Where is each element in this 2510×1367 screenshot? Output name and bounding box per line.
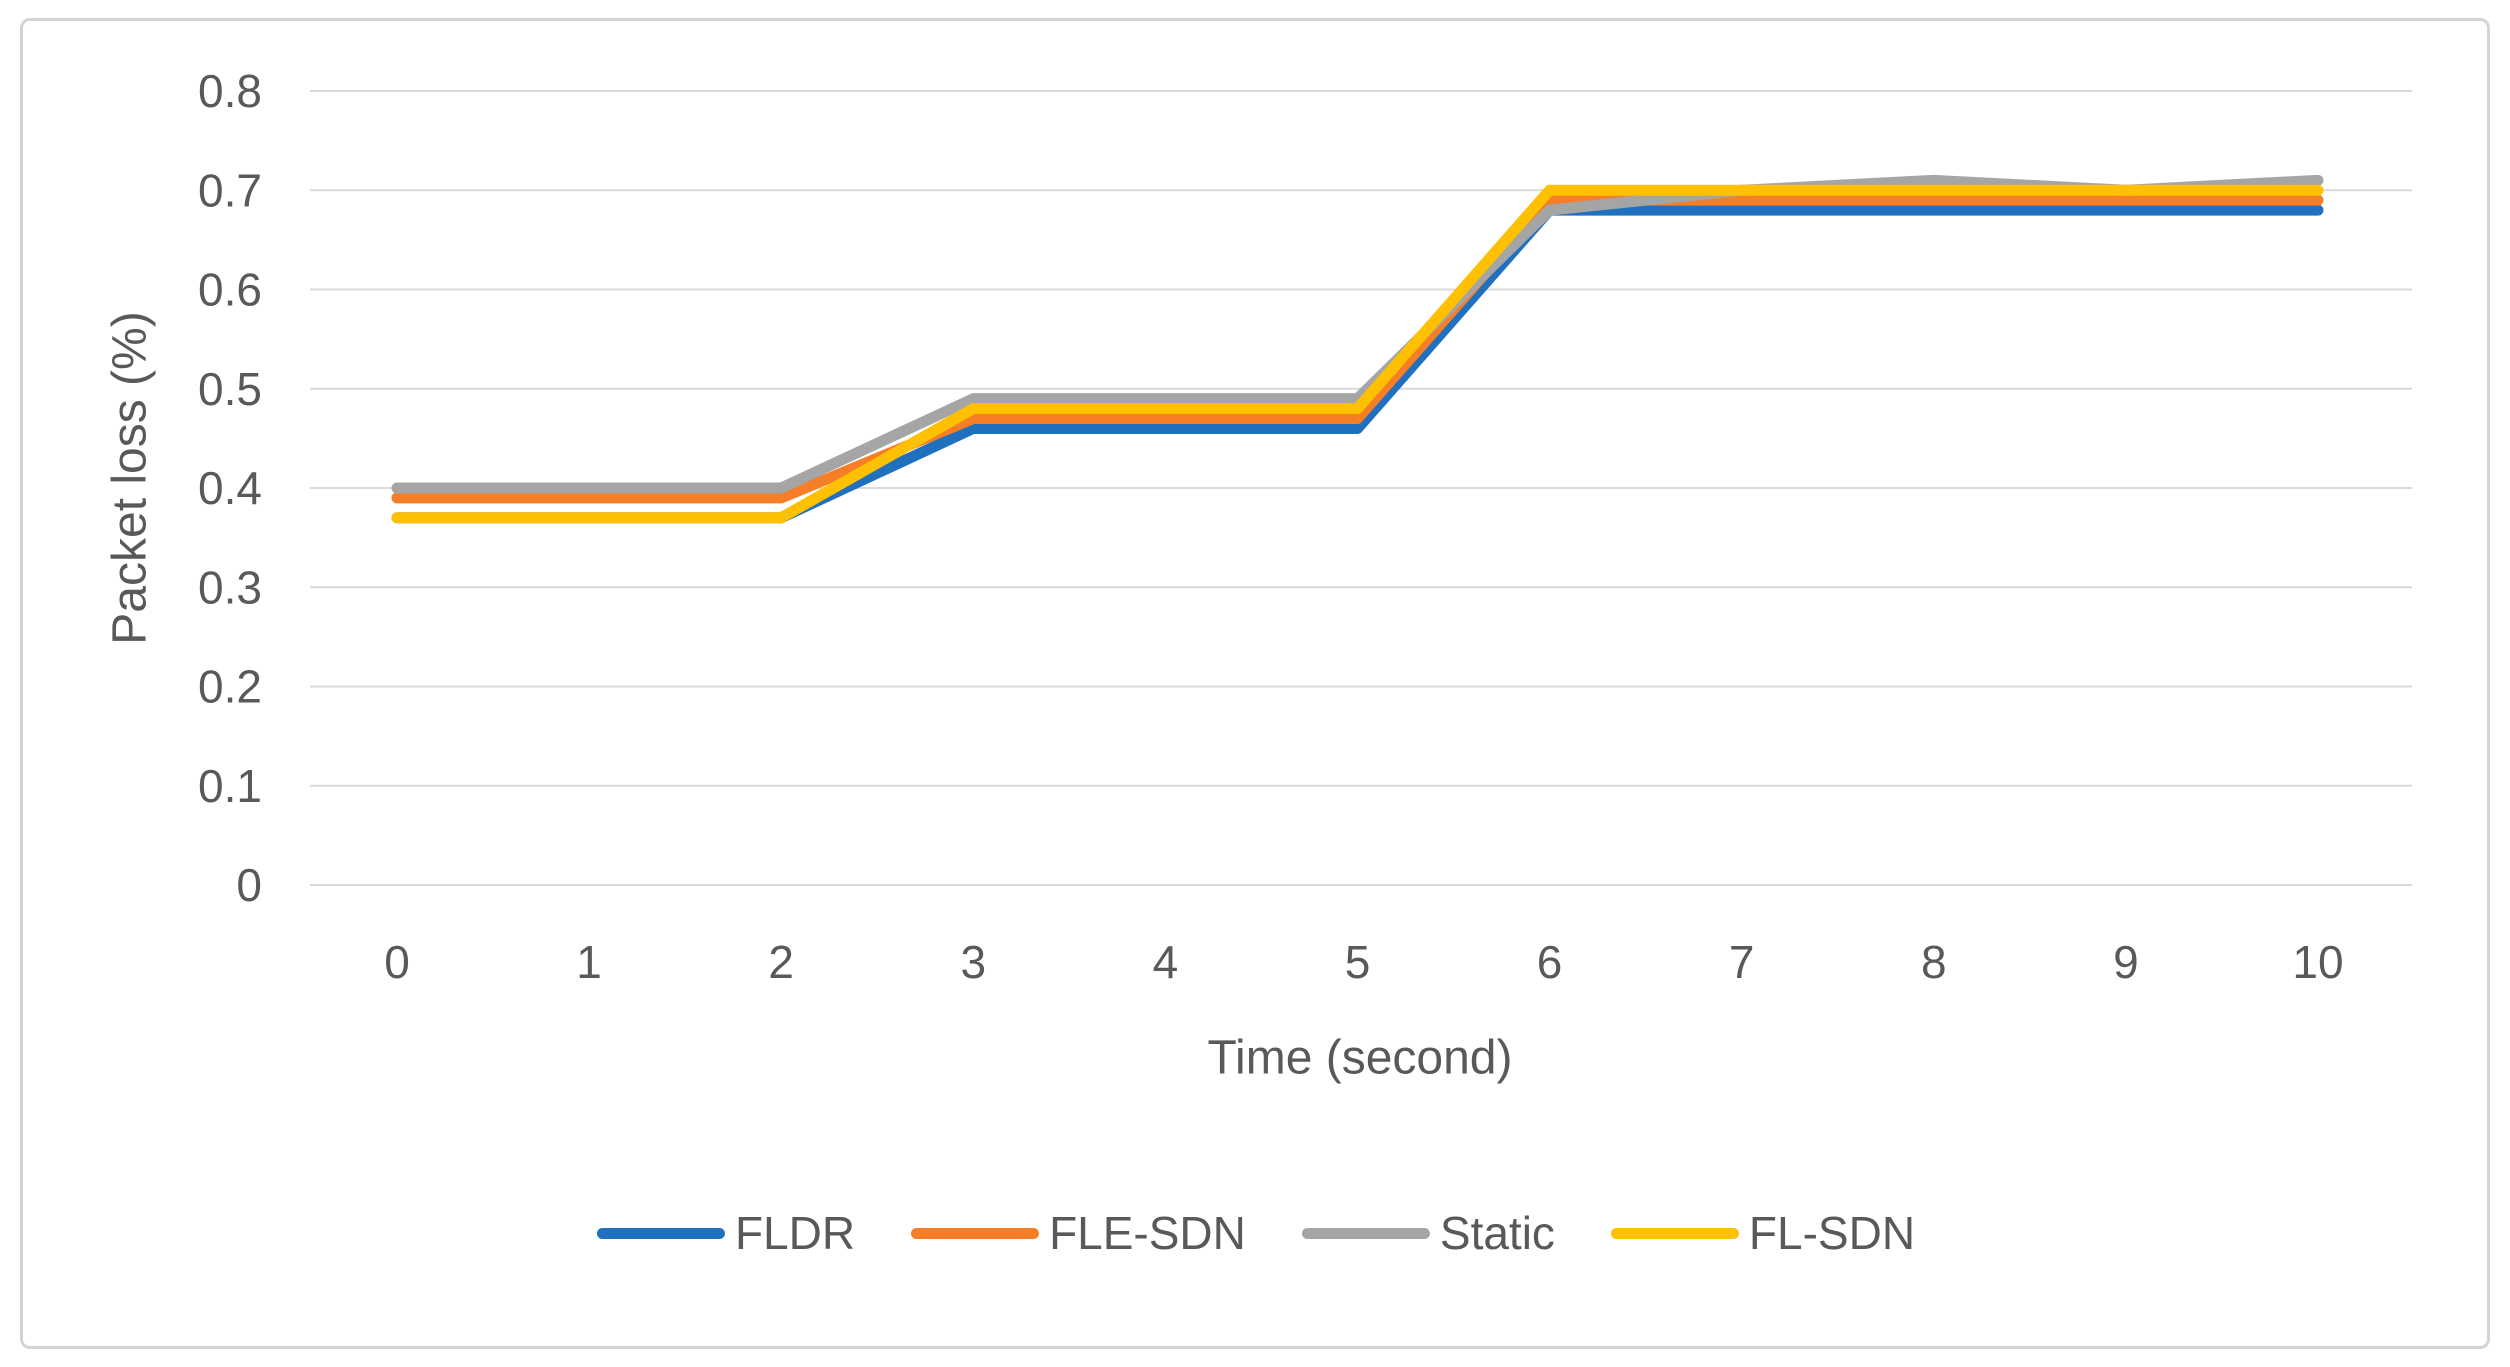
series-line-fl-sdn	[391, 184, 2324, 524]
y-tick-label: 0.6	[198, 264, 262, 316]
y-tick-label: 0	[236, 859, 262, 911]
legend-item-static: Static	[1301, 1206, 1555, 1260]
legend-label-fldr: FLDR	[734, 1207, 856, 1259]
x-tick-label: 0	[384, 936, 410, 988]
legend-label-static: Static	[1439, 1207, 1555, 1259]
x-tick-label: 7	[1729, 936, 1755, 988]
legend-label-fl-sdn: FL-SDN	[1748, 1207, 1916, 1259]
series-line-fle-sdn	[391, 194, 2324, 504]
x-tick-label: 3	[961, 936, 987, 988]
y-tick-label: 0.1	[198, 760, 262, 812]
x-tick-label: 6	[1537, 936, 1563, 988]
x-tick-label: 1	[576, 936, 602, 988]
x-axis-title: Time (second)	[1207, 1031, 1513, 1085]
x-tick-label: 10	[2292, 936, 2343, 988]
y-axis-tick-labels: 0 0.1 0.2 0.3 0.4 0.5 0.6 0.7 0.8	[198, 65, 262, 911]
chart-border	[20, 18, 2490, 1349]
legend-label-fle-sdn: FLE-SDN	[1049, 1207, 1246, 1259]
y-tick-label: 0.8	[198, 65, 262, 117]
series-line-static	[391, 174, 2324, 494]
legend-swatch-static	[1301, 1227, 1430, 1239]
y-tick-label: 0.3	[198, 561, 262, 613]
legend-swatch-fldr	[596, 1227, 725, 1239]
y-tick-label: 0.2	[198, 661, 262, 713]
legend-item-fle-sdn: FLE-SDN	[911, 1206, 1246, 1260]
data-series-lines	[391, 174, 2324, 524]
x-tick-label: 8	[1921, 936, 1947, 988]
y-tick-label: 0.7	[198, 164, 262, 216]
x-tick-label: 9	[2113, 936, 2139, 988]
x-tick-label: 5	[1345, 936, 1371, 988]
y-axis-title: Packet loss (%)	[103, 311, 157, 645]
x-tick-label: 2	[768, 936, 794, 988]
legend-swatch-fle-sdn	[911, 1227, 1040, 1239]
x-axis-tick-labels: 0 1 2 3 4 5 6 7 8 9 10	[384, 936, 2343, 988]
legend-item-fldr: FLDR	[596, 1206, 856, 1260]
y-tick-label: 0.5	[198, 363, 262, 415]
y-tick-label: 0.4	[198, 462, 262, 514]
legend-item-fl-sdn: FL-SDN	[1610, 1206, 1916, 1260]
x-tick-label: 4	[1153, 936, 1179, 988]
chart-legend: FLDR FLE-SDN Static FL-SDN	[596, 1206, 1916, 1260]
series-line-fldr	[391, 204, 2324, 524]
legend-swatch-fl-sdn	[1610, 1227, 1739, 1239]
